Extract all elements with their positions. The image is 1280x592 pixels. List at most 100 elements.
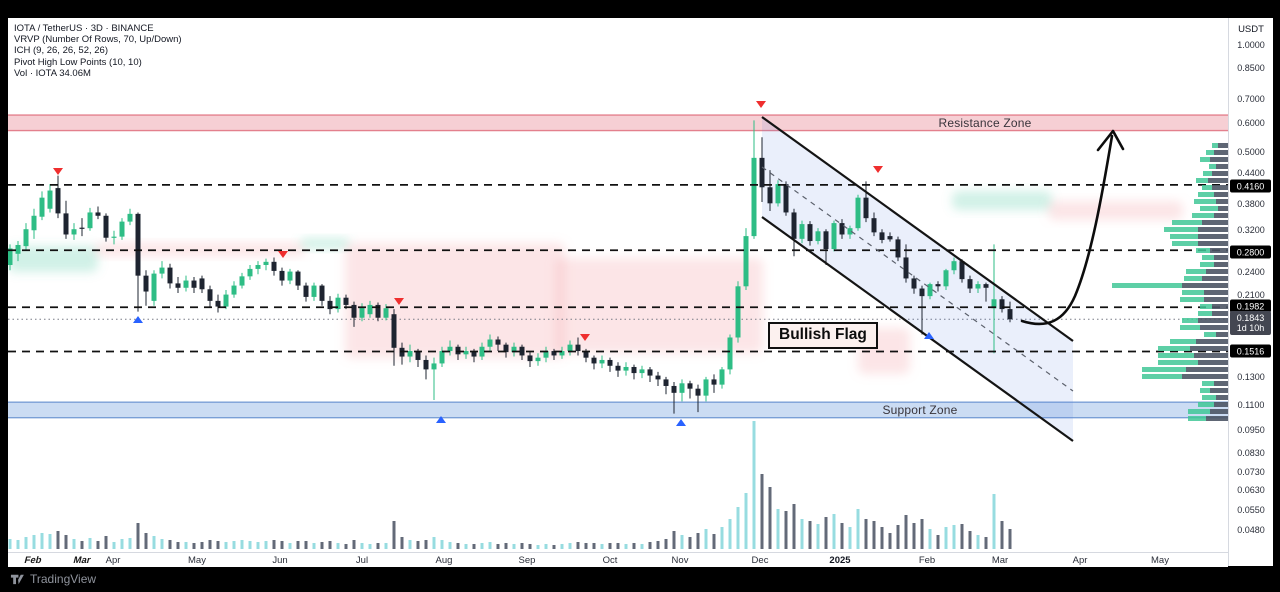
- volume-bar: [448, 542, 452, 549]
- volume-profile-down-bar: [1194, 353, 1228, 358]
- volume-profile-down-bar: [1216, 164, 1228, 169]
- volume-profile-down-bar: [1212, 311, 1228, 316]
- volume-profile-down-bar: [1214, 213, 1228, 218]
- candle-body: [871, 218, 877, 233]
- volume-profile-up-bar: [1200, 262, 1214, 267]
- candle-body: [39, 197, 45, 217]
- volume-bar: [568, 543, 572, 549]
- volume-bar: [976, 535, 980, 549]
- volume-profile-up-bar: [1198, 402, 1214, 407]
- volume-bar: [496, 544, 500, 549]
- indicator-ichimoku[interactable]: ICH (9, 26, 26, 52, 26): [14, 45, 108, 57]
- volume-bar: [456, 543, 460, 549]
- candle-body: [935, 284, 941, 287]
- price-axis-label: 0.2100: [1237, 290, 1265, 300]
- candle-body: [847, 228, 853, 235]
- bullish-flag-label[interactable]: Bullish Flag: [768, 322, 878, 349]
- volume-profile-down-bar: [1212, 185, 1228, 190]
- volume-bar: [720, 527, 724, 549]
- indicator-vrvp[interactable]: VRVP (Number Of Rows, 70, Up/Down): [14, 34, 182, 46]
- price-axis-label: 0.2400: [1237, 267, 1265, 277]
- volume-bar: [920, 519, 924, 549]
- volume-bar: [680, 535, 684, 549]
- candlestick-chart[interactable]: [8, 18, 1228, 566]
- support-zone[interactable]: [8, 402, 1228, 418]
- candle-body: [143, 275, 149, 292]
- candle-body: [903, 257, 909, 279]
- resistance-zone[interactable]: [8, 115, 1228, 131]
- candle-body: [1007, 309, 1013, 320]
- time-axis[interactable]: Feb Mar Apr May Jun Jul Aug Sep Oct Nov Dec 2025 Feb…: [8, 552, 1228, 567]
- volume-bar: [984, 537, 988, 549]
- candle-body: [95, 212, 101, 216]
- volume-bar: [48, 534, 52, 549]
- resistance-zone-label[interactable]: Resistance Zone: [938, 115, 1032, 130]
- volume-bar: [528, 544, 532, 549]
- candle-body: [591, 357, 597, 364]
- volume-profile-down-bar: [1216, 332, 1228, 337]
- candle-body: [255, 265, 261, 269]
- candle-body: [743, 236, 749, 287]
- candle-body: [783, 184, 789, 213]
- chart-pane[interactable]: IOTA / TetherUS · 3D · BINANCE VRVP (Num…: [8, 18, 1273, 567]
- candle-body: [31, 215, 37, 231]
- candle-body: [175, 283, 181, 288]
- volume-bar: [424, 540, 428, 549]
- volume-bar: [160, 539, 164, 549]
- time-axis-label: May: [188, 555, 206, 566]
- volume-profile-up-bar: [1204, 332, 1216, 337]
- symbol-title[interactable]: IOTA / TetherUS · 3D · BINANCE: [14, 23, 154, 34]
- volume-bar: [688, 537, 692, 549]
- volume-profile-up-bar: [1142, 367, 1186, 372]
- volume-profile-up-bar: [1142, 374, 1182, 379]
- price-level-badge: 0.2800: [1230, 245, 1271, 259]
- price-axis-label: 0.0830: [1237, 448, 1265, 458]
- volume-profile-up-bar: [1202, 255, 1214, 260]
- volume-profile-up-bar: [1112, 283, 1182, 288]
- volume-bar: [256, 542, 260, 549]
- candle-body: [687, 383, 693, 389]
- volume-bar: [272, 540, 276, 549]
- volume-bar: [264, 541, 268, 549]
- support-zone-label[interactable]: Support Zone: [882, 402, 958, 417]
- volume-bar: [120, 539, 124, 549]
- candle-body: [615, 365, 621, 371]
- volume-profile-up-bar: [1180, 297, 1204, 302]
- pivot-high-marker: [756, 101, 766, 108]
- candle-body: [111, 236, 117, 238]
- volume-profile-down-bar: [1214, 402, 1228, 407]
- volume-profile-up-bar: [1203, 171, 1212, 176]
- candle-body: [151, 273, 157, 301]
- volume-profile-down-bar: [1218, 143, 1228, 148]
- candle-body: [759, 157, 765, 188]
- volume-bar: [56, 531, 60, 549]
- volume-profile-down-bar: [1210, 157, 1228, 162]
- candle-body: [855, 197, 861, 229]
- indicator-pivot-points[interactable]: Pivot High Low Points (10, 10): [14, 56, 142, 68]
- volume-profile-up-bar: [1182, 290, 1204, 295]
- tradingview-logo[interactable]: TradingView: [10, 571, 96, 586]
- indicator-volume[interactable]: Vol · IOTA 34.06M: [14, 67, 91, 79]
- volume-profile-up-bar: [1180, 325, 1200, 330]
- volume-profile-down-bar: [1214, 255, 1228, 260]
- time-axis-label: Apr: [1072, 555, 1088, 566]
- candle-body: [911, 278, 917, 289]
- price-axis[interactable]: USDT 1.0000 0.8500 0.7000 0.6000 0.5000 0.440…: [1228, 18, 1273, 566]
- candle-body: [959, 261, 965, 280]
- volume-profile-up-bar: [1164, 227, 1198, 232]
- candle-body: [679, 383, 685, 393]
- candle-body: [87, 212, 93, 229]
- volume-profile-up-bar: [1202, 395, 1216, 400]
- candle-body: [927, 284, 933, 297]
- breakout-arrow[interactable]: [1020, 134, 1114, 326]
- price-axis-label: 0.4400: [1237, 168, 1265, 178]
- volume-profile-up-bar: [1158, 353, 1194, 358]
- volume-bar: [304, 541, 308, 549]
- channel-lower-line[interactable]: [761, 216, 1074, 442]
- volume-bar: [512, 544, 516, 549]
- pivot-low-marker: [436, 416, 446, 423]
- channel-upper-line[interactable]: [761, 116, 1074, 342]
- volume-bar: [544, 544, 548, 549]
- candle-body: [415, 351, 421, 360]
- candle-body: [983, 284, 989, 288]
